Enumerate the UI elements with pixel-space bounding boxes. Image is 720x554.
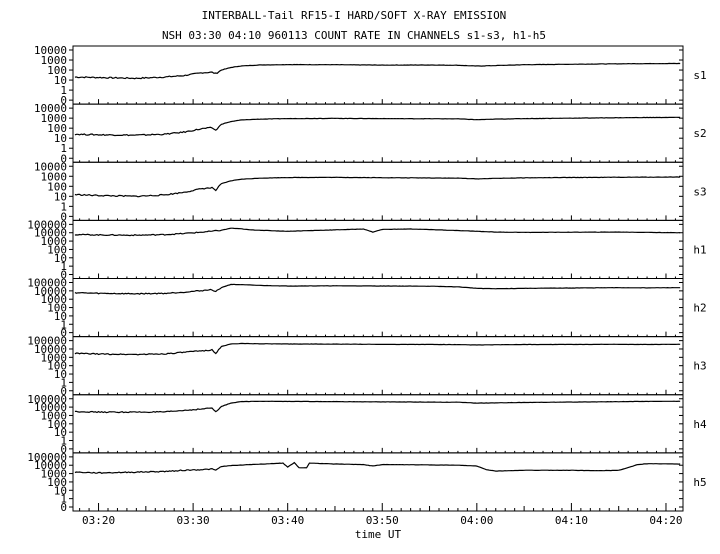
y-tick-label-h5: 10 [54, 484, 67, 497]
series-line-s3 [74, 176, 681, 198]
y-tick-label-s1: 1 [60, 84, 67, 97]
y-tick-label-h2: 1 [60, 318, 67, 331]
series-line-h4 [74, 400, 681, 414]
y-tick-label-h1: 10000 [34, 227, 67, 240]
panel-label-s3: s3 [693, 185, 706, 198]
panel-frame-h2 [72, 278, 684, 338]
panel-label-h4: h4 [693, 418, 707, 431]
y-tick-label-s3: 1000 [41, 170, 68, 183]
panel-frame-h4 [72, 394, 684, 454]
y-tick-label-s1: 100 [47, 64, 67, 77]
y-tick-label-s3: 0 [60, 210, 67, 223]
y-tick-label-h2: 0 [60, 327, 67, 340]
y-tick-label-h1: 0 [60, 269, 67, 282]
y-tick-label-h4: 1000 [41, 409, 68, 422]
y-tick-label-s1: 10 [54, 74, 67, 87]
y-tick-label-h3: 1000 [41, 351, 68, 364]
panel-label-h1: h1 [693, 243, 706, 256]
y-tick-label-h3: 100 [47, 360, 67, 373]
y-tick-label-h1: 10 [54, 252, 67, 265]
y-tick-label-s2: 0 [60, 152, 67, 165]
y-tick-label-h5: 1000 [41, 468, 68, 481]
y-tick-label-h4: 100 [47, 418, 67, 431]
y-tick-label-s2: 10 [54, 132, 67, 145]
y-tick-label-s3: 10 [54, 190, 67, 203]
chart-subtitle: NSH 03:30 04:10 960113 COUNT RATE IN CHA… [162, 29, 546, 42]
x-tick-label: 03:40 [271, 514, 304, 527]
y-tick-label-h5: 10000 [34, 459, 67, 472]
x-axis-label: time UT [355, 528, 402, 541]
y-tick-label-h1: 100 [47, 243, 67, 256]
x-tick-label: 03:50 [366, 514, 399, 527]
panel-label-h5: h5 [693, 476, 706, 489]
panel-label-h3: h3 [693, 360, 706, 373]
panel-frame-h3 [72, 336, 684, 396]
y-tick-label-s1: 10000 [34, 44, 67, 57]
y-tick-label-h1: 1000 [41, 235, 68, 248]
y-tick-label-h4: 0 [60, 443, 67, 456]
series-line-h3 [74, 342, 681, 356]
y-tick-label-s3: 100 [47, 180, 67, 193]
y-tick-label-h5: 1 [60, 493, 67, 506]
y-tick-label-h4: 1 [60, 435, 67, 448]
y-tick-label-s3: 1 [60, 200, 67, 213]
series-line-h2 [74, 283, 681, 295]
y-tick-label-h3: 10000 [34, 343, 67, 356]
y-tick-label-h3: 100000 [27, 335, 67, 348]
x-tick-label: 03:30 [177, 514, 210, 527]
y-tick-label-s2: 1 [60, 142, 67, 155]
y-tick-label-h2: 1000 [41, 293, 68, 306]
chart-title: INTERBALL-Tail RF15-I HARD/SOFT X-RAY EM… [202, 9, 507, 22]
y-tick-label-s1: 0 [60, 94, 67, 107]
y-tick-label-h3: 1 [60, 376, 67, 389]
y-tick-label-h2: 10000 [34, 285, 67, 298]
y-tick-label-h2: 100 [47, 302, 67, 315]
y-tick-label-h3: 10 [54, 368, 67, 381]
panel-label-h2: h2 [693, 302, 706, 315]
panel-label-s1: s1 [693, 69, 706, 82]
x-axis: 03:20 03:30 03:40 03:50 04:00 04:10 04:20 [79, 503, 683, 527]
series-line-h1 [74, 227, 681, 237]
y-tick-label-h4: 10000 [34, 401, 67, 414]
y-tick-label-s1: 1000 [41, 54, 68, 67]
y-tick-label-h5: 100 [47, 476, 67, 489]
y-tick-label-h3: 0 [60, 385, 67, 398]
panel-label-s2: s2 [693, 127, 706, 140]
x-tick-label: 03:20 [82, 514, 115, 527]
x-tick-label: 04:10 [555, 514, 588, 527]
y-tick-label-h4: 100000 [27, 393, 67, 406]
y-tick-label-h4: 10 [54, 426, 67, 439]
panel-frame-h5 [72, 452, 684, 512]
x-tick-label: 04:00 [460, 514, 493, 527]
x-tick-label: 04:20 [649, 514, 682, 527]
y-tick-label-h2: 100000 [27, 277, 67, 290]
y-tick-label-s3: 10000 [34, 160, 67, 173]
y-tick-label-s2: 100 [47, 122, 67, 135]
y-tick-label-h5: 0 [60, 501, 67, 514]
series-line-s2 [74, 116, 681, 137]
y-tick-label-h1: 1 [60, 260, 67, 273]
series-line-h5 [74, 461, 681, 474]
y-tick-label-h2: 10 [54, 310, 67, 323]
y-tick-label-s2: 10000 [34, 102, 67, 115]
series-line-s1 [74, 62, 681, 80]
y-tick-label-h5: 100000 [27, 451, 67, 464]
y-tick-label-h1: 100000 [27, 218, 67, 231]
y-tick-label-s2: 1000 [41, 112, 68, 125]
panel-frame-h1 [72, 219, 684, 279]
panels-group: 1000010001001010s11000010001001010s21000… [27, 44, 707, 514]
panel-frame-s3 [72, 161, 684, 221]
panel-frame-s1 [72, 45, 684, 105]
